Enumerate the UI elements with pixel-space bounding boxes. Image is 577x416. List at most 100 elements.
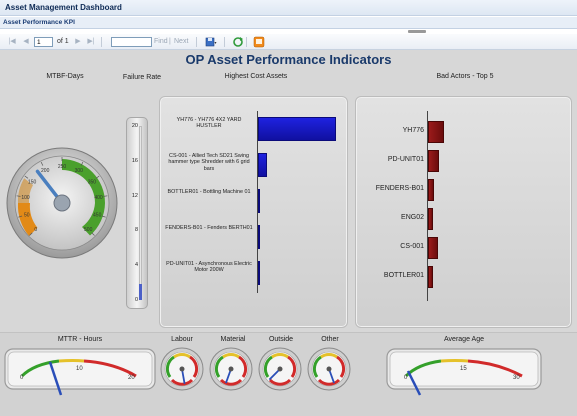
highest-cost-category-label: YH776 - YH776 4X2 YARD HUSTLER [176, 117, 242, 130]
other-needle-hub [326, 366, 332, 372]
material-gauge [209, 347, 253, 391]
average-age-label: Average Age [444, 336, 484, 343]
failure-rate-tick-label: 20 [131, 123, 138, 129]
highest-cost-bar[interactable] [258, 261, 260, 285]
highest-cost-category-label: FENDERS-B01 - Fenders BERTH01 [165, 225, 253, 231]
labour-needle-hub [179, 366, 185, 372]
mtbf-tick-label: 400 [94, 195, 103, 201]
mtbf-tick-label: 300 [75, 168, 84, 174]
highest-cost-bar[interactable] [258, 225, 260, 249]
material-needle-hub [228, 366, 234, 372]
next-page-icon[interactable]: ▶ [75, 38, 81, 45]
mtbf-tick-label: 50 [24, 212, 30, 218]
refresh-icon[interactable] [232, 36, 244, 48]
failure-rate-tick-label: 8 [134, 227, 138, 234]
failure-rate-gauge: 0 4 8 12 16 20 [126, 117, 148, 309]
bad-actor-category-label: ENG02 [401, 214, 424, 221]
last-page-icon[interactable]: ▶| [87, 38, 95, 45]
mtbf-tick-label: 0 [34, 227, 37, 233]
report-canvas: OP Asset Performance Indicators MTBF-Day… [0, 50, 577, 416]
page-number-input[interactable] [34, 37, 53, 47]
average-age-gauge: 0 15 30 [386, 348, 542, 396]
average-age-tick-30: 30 [513, 375, 520, 381]
mtbf-band-orange [17, 203, 38, 236]
bad-actor-bar[interactable] [428, 121, 444, 143]
mtbf-tick-label: 150 [28, 179, 37, 185]
highest-cost-label: Highest Cost Assets [224, 73, 288, 80]
bad-actor-category-label: BOTTLER01 [383, 272, 424, 279]
bad-actor-bar[interactable] [428, 150, 440, 172]
mtbf-tick-mark [91, 232, 95, 236]
bad-actor-bar[interactable] [428, 208, 433, 230]
labour-label: Labour [171, 336, 193, 343]
highest-cost-bar[interactable] [258, 153, 268, 177]
mtbf-tick-mark [101, 215, 106, 218]
first-page-icon[interactable]: |◀ [8, 38, 16, 45]
bad-actor-category-label: CS-001 [400, 243, 424, 250]
mtbf-tick-label: 450 [93, 212, 102, 218]
find-next-link[interactable]: Next [174, 38, 189, 45]
failure-rate-tick-label: 12 [131, 192, 138, 199]
report-toolbar: |◀ ◀ of 1 ▶ ▶| Find | Next [0, 34, 577, 50]
mtbf-tick-label: 250 [58, 164, 67, 170]
mtbf-tick-label: 500 [84, 227, 93, 233]
find-text-input[interactable] [111, 37, 152, 47]
toolbar-separator [101, 37, 102, 47]
report-title: OP Asset Performance Indicators [185, 52, 392, 67]
mtbf-tick-mark [29, 232, 33, 236]
toolbar-separator [196, 37, 197, 47]
highest-cost-axis [257, 111, 258, 293]
mtbf-tick-labels: 0 50 100 150 200 250 300 350 400 450 500 [16, 157, 108, 236]
failure-rate-tick-label: 4 [134, 262, 138, 269]
toolbar-separator [246, 37, 247, 47]
mtbf-tick-label: 100 [21, 195, 30, 201]
bad-actor-bar[interactable] [428, 179, 434, 201]
highest-cost-category-label: BOTTLER01 - Bottling Machine 01 [167, 189, 251, 195]
mttr-tick-10: 10 [76, 366, 83, 372]
mtbf-tick-mark [16, 195, 21, 197]
mtbf-gauge: 0 50 100 150 200 250 300 350 400 450 500 [6, 147, 118, 259]
bad-actor-category-label: PD-UNIT01 [387, 156, 424, 163]
mtbf-tick-mark [18, 215, 23, 218]
mtbf-needle-hub [53, 194, 71, 212]
failure-rate-tick-label: 0 [134, 297, 138, 303]
average-age-tick-15: 15 [460, 366, 467, 372]
failure-rate-label: Failure Rate [122, 74, 162, 81]
app-title: Asset Management Dashboard [5, 3, 122, 12]
toolbar-separator [224, 37, 225, 47]
highest-cost-category-label: PD-UNIT01 - Asynchronous Electric Motor … [166, 261, 252, 274]
average-age-tick-0: 0 [404, 375, 408, 381]
other-label: Other [321, 336, 339, 343]
mtbf-tick-mark [80, 161, 84, 166]
labour-needle [181, 368, 186, 384]
highest-cost-bar[interactable] [258, 117, 336, 141]
export-icon[interactable] [205, 36, 217, 48]
bad-actors-panel: YH776 PD-UNIT01 FENDERS-B01 ENG02 CS-001 BOTT… [355, 96, 572, 328]
outside-gauge [258, 347, 302, 391]
average-age-needle [406, 370, 422, 396]
splitter-grip[interactable] [408, 30, 426, 33]
previous-page-icon[interactable]: ◀ [23, 38, 29, 45]
mttr-label: MTTR - Hours [57, 336, 103, 343]
bad-actor-category-label: YH776 [402, 127, 424, 134]
bad-actor-bar[interactable] [428, 237, 439, 259]
failure-rate-tick-label: 16 [131, 157, 138, 164]
failure-rate-fill [139, 284, 142, 300]
find-separator: | [169, 38, 171, 45]
highest-cost-category-label: CS-001 - Allied Tech SD21 Swing hammer t… [168, 153, 250, 172]
material-label: Material [220, 336, 246, 343]
bad-actor-category-label: FENDERS-B01 [375, 185, 424, 192]
mtbf-tick-label: 200 [41, 168, 50, 174]
report-tab[interactable]: Asset Performance KPI [3, 19, 75, 26]
mtbf-label: MTBF-Days [46, 73, 84, 80]
mtbf-tick-mark [103, 195, 108, 197]
bad-actor-bar[interactable] [428, 266, 433, 288]
mtbf-band-green [62, 159, 106, 236]
failure-rate-tube [139, 126, 142, 300]
find-link[interactable]: Find [154, 38, 168, 45]
outside-needle-hub [277, 366, 283, 372]
bad-actors-axis [427, 111, 428, 301]
print-icon[interactable] [253, 36, 265, 48]
highest-cost-bar[interactable] [258, 189, 260, 213]
mtbf-tick-mark [40, 161, 44, 166]
